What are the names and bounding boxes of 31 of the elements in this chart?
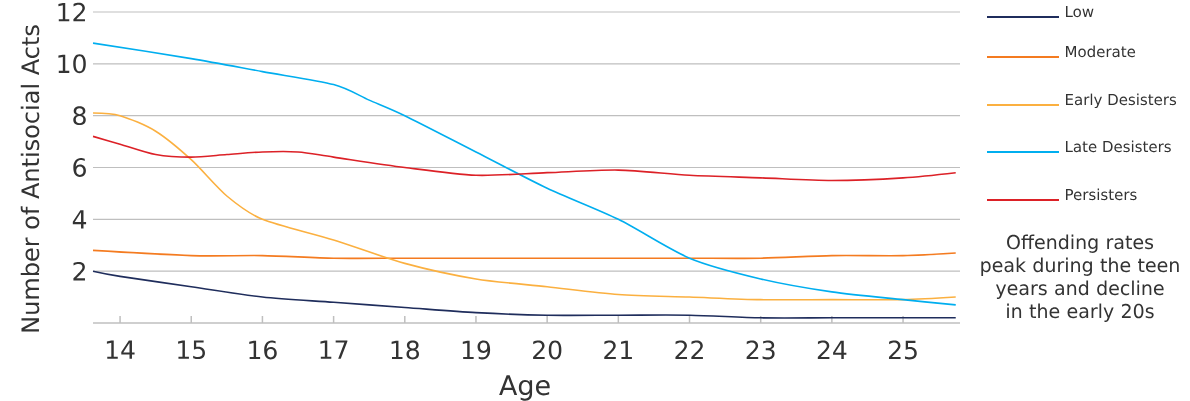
x-tick-label: 19 bbox=[462, 340, 491, 360]
line-series bbox=[92, 270, 957, 319]
y-tick-label: 10 bbox=[58, 54, 86, 74]
legend-label: Low bbox=[1066, 6, 1094, 18]
line-series bbox=[92, 112, 957, 301]
y-axis-title: Number of Antisocial Acts bbox=[20, 25, 40, 332]
y-tick-label: 2 bbox=[73, 261, 85, 281]
line-series bbox=[92, 42, 957, 306]
x-tick-label: 18 bbox=[391, 340, 419, 360]
x-tick-label: 24 bbox=[817, 340, 847, 360]
x-tick-label: 21 bbox=[604, 340, 632, 360]
y-tick-label: 4 bbox=[72, 210, 87, 229]
x-tick-label: 16 bbox=[249, 340, 277, 360]
y-tick-label: 12 bbox=[58, 2, 85, 22]
y-tick-label: 8 bbox=[73, 106, 86, 126]
legend-label: Early Desisters bbox=[1066, 93, 1177, 109]
legend-label: Moderate bbox=[1066, 45, 1136, 58]
x-axis-title: Age bbox=[499, 375, 550, 401]
legend-label: Persisters bbox=[1066, 188, 1137, 201]
x-tick-label: 20 bbox=[533, 340, 562, 360]
y-tick-label: 6 bbox=[73, 158, 86, 177]
x-tick-label: 25 bbox=[888, 340, 917, 360]
x-tick-label: 22 bbox=[675, 340, 703, 360]
x-tick-label: 14 bbox=[106, 340, 135, 359]
x-tick-label: 15 bbox=[178, 340, 205, 360]
line-series bbox=[92, 135, 957, 182]
x-tick-label: 23 bbox=[746, 340, 775, 360]
legend-label: Late Desisters bbox=[1066, 140, 1171, 153]
x-tick-label: 17 bbox=[320, 340, 348, 359]
text: Offending rates peak during the teen years and decline in the early 20s bbox=[981, 234, 1179, 322]
line-series bbox=[92, 249, 957, 260]
